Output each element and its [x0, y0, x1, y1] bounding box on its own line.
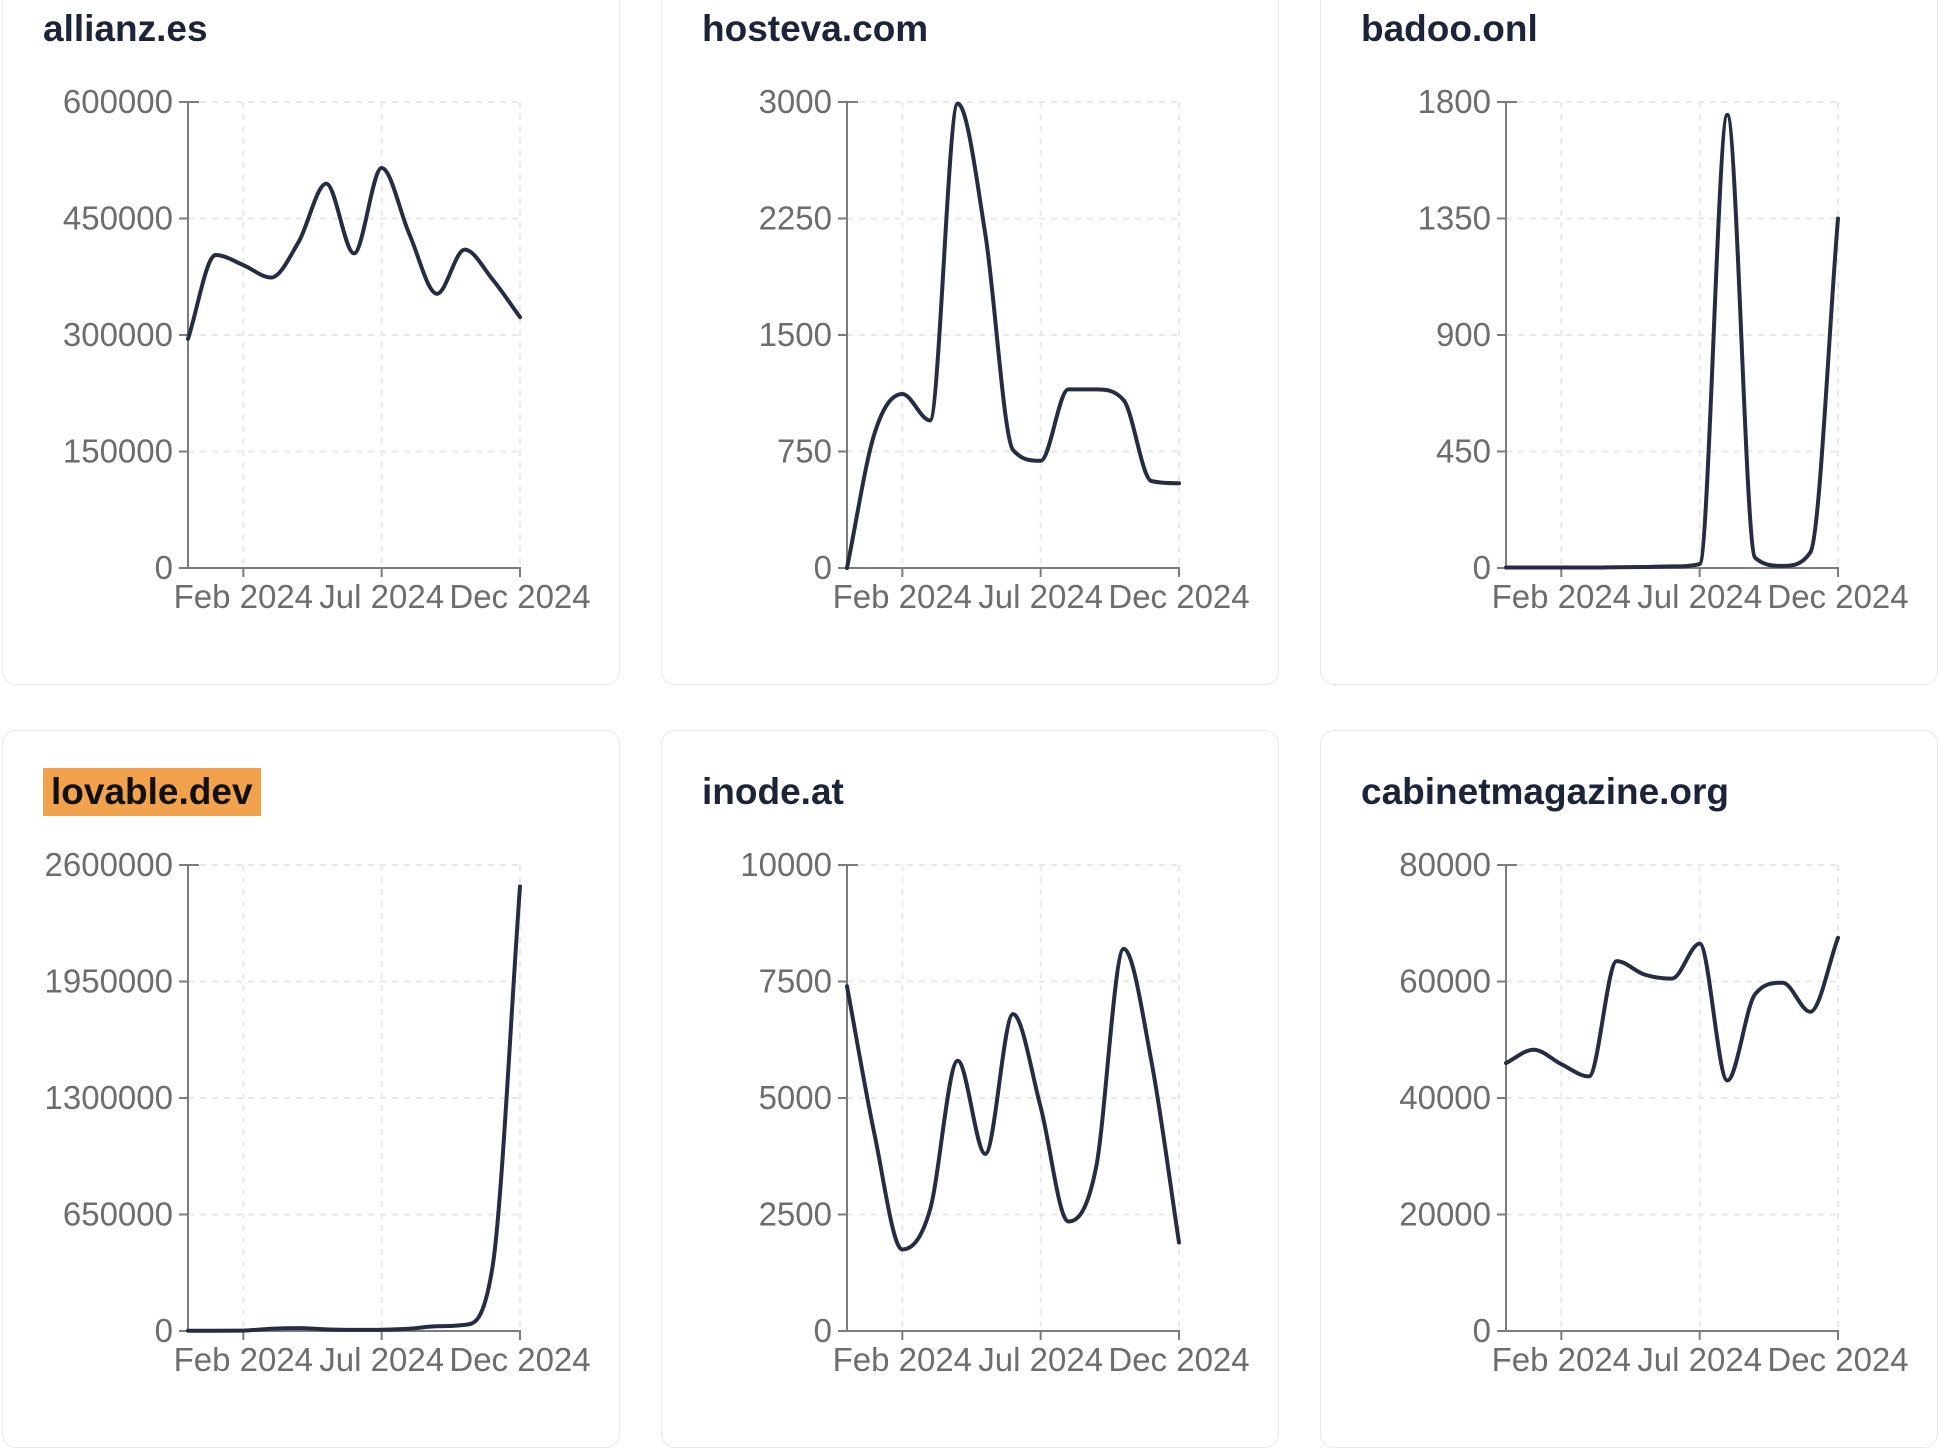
- domain-card-hosteva[interactable]: hosteva.com 0 750 1500 2250 3000 Feb 2024 Jul …: [661, 0, 1279, 685]
- y-axis-tick-label: 3000: [759, 83, 832, 120]
- y-axis-tick-label: 80000: [1399, 846, 1491, 883]
- y-axis-tick-label: 650000: [63, 1196, 173, 1233]
- y-axis-tick-label: 2250: [759, 200, 832, 237]
- y-axis-tick-label: 600000: [63, 83, 173, 120]
- y-axis-tick-label: 450000: [63, 200, 173, 237]
- y-axis-tick-label: 0: [1473, 549, 1491, 586]
- x-axis-tick-label: Dec 2024: [449, 578, 590, 615]
- x-axis-tick-label: Dec 2024: [449, 1341, 590, 1378]
- y-axis-tick-label: 0: [1473, 1312, 1491, 1349]
- domain-title-text: hosteva.com: [702, 8, 929, 49]
- y-axis-tick-label: 150000: [63, 433, 173, 470]
- x-axis-tick-label: Feb 2024: [174, 578, 313, 615]
- domain-title-text: badoo.onl: [1361, 8, 1538, 49]
- y-axis-tick-label: 1350: [1418, 200, 1491, 237]
- x-axis-tick-label: Dec 2024: [1767, 1341, 1908, 1378]
- domain-title: allianz.es: [43, 8, 208, 51]
- y-axis-tick-label: 450: [1436, 433, 1491, 470]
- x-axis-tick-label: Feb 2024: [1492, 578, 1631, 615]
- y-axis-tick-label: 0: [155, 1312, 173, 1349]
- domain-title: lovable.dev: [43, 768, 261, 816]
- x-axis-tick-label: Jul 2024: [978, 1341, 1103, 1378]
- domain-card-cabinetmagazine[interactable]: cabinetmagazine.org 0 20000 40000 60000 8000…: [1320, 730, 1938, 1448]
- y-axis-tick-label: 1950000: [45, 963, 173, 1000]
- y-axis-tick-label: 7500: [759, 963, 832, 1000]
- y-axis-tick-label: 1500: [759, 316, 832, 353]
- trend-line: [1504, 112, 1840, 570]
- x-axis-tick-label: Feb 2024: [833, 578, 972, 615]
- line-chart-hosteva: 0 750 1500 2250 3000 Feb 2024 Jul 2024 Dec 2024: [759, 83, 1250, 615]
- domain-title-text-highlighted: lovable.dev: [43, 768, 261, 816]
- y-axis-tick-label: 1300000: [45, 1079, 173, 1116]
- domain-card-allianz[interactable]: allianz.es 0 150000 300000 450000 600000 Feb …: [2, 0, 620, 685]
- domain-title: cabinetmagazine.org: [1361, 771, 1729, 814]
- domain-card-badoo[interactable]: badoo.onl 0 450 900 1350 1800 Feb 2024 Jul 202…: [1320, 0, 1938, 685]
- y-axis-tick-label: 5000: [759, 1079, 832, 1116]
- x-axis-tick-label: Jul 2024: [319, 578, 444, 615]
- domain-title-text: cabinetmagazine.org: [1361, 771, 1730, 812]
- x-axis-tick-label: Jul 2024: [978, 578, 1103, 615]
- y-axis-tick-label: 0: [814, 549, 832, 586]
- y-axis-tick-label: 2600000: [45, 846, 173, 883]
- x-axis-tick-label: Jul 2024: [1637, 1341, 1762, 1378]
- y-axis-tick-label: 0: [155, 549, 173, 586]
- x-axis-tick-label: Feb 2024: [1492, 1341, 1631, 1378]
- y-axis-tick-label: 20000: [1399, 1196, 1491, 1233]
- x-axis-tick-label: Dec 2024: [1767, 578, 1908, 615]
- y-axis-tick-label: 10000: [740, 846, 832, 883]
- domain-title-text: allianz.es: [43, 8, 208, 49]
- y-axis-tick-label: 0: [814, 1312, 832, 1349]
- trend-line: [845, 101, 1181, 570]
- y-axis-tick-label: 900: [1436, 316, 1491, 353]
- domain-title: badoo.onl: [1361, 8, 1538, 51]
- domain-title: inode.at: [702, 771, 844, 814]
- line-chart-badoo: 0 450 900 1350 1800 Feb 2024 Jul 2024 Dec 2024: [1418, 83, 1909, 615]
- y-axis-tick-label: 2500: [759, 1196, 832, 1233]
- x-axis-tick-label: Dec 2024: [1108, 578, 1249, 615]
- y-axis-tick-label: 300000: [63, 316, 173, 353]
- line-chart-cabinetmagazine: 0 20000 40000 60000 80000 Feb 2024 Jul 2024 Dec…: [1399, 846, 1908, 1378]
- x-axis-tick-label: Jul 2024: [319, 1341, 444, 1378]
- x-axis-tick-label: Dec 2024: [1108, 1341, 1249, 1378]
- line-chart-allianz: 0 150000 300000 450000 600000 Feb 2024 Jul 202…: [63, 83, 591, 615]
- trend-line: [186, 166, 522, 341]
- trend-line: [845, 946, 1181, 1252]
- y-axis-tick-label: 750: [777, 433, 832, 470]
- x-axis-tick-label: Feb 2024: [833, 1341, 972, 1378]
- trend-line: [186, 884, 522, 1333]
- y-axis-tick-label: 40000: [1399, 1079, 1491, 1116]
- line-chart-inode: 0 2500 5000 7500 10000 Feb 2024 Jul 2024 Dec 20…: [740, 846, 1249, 1378]
- line-chart-lovable: 0 650000 1300000 1950000 2600000 Feb 2024 Jul …: [45, 846, 591, 1378]
- domain-card-inode[interactable]: inode.at 0 2500 5000 7500 10000 Feb 2024 Jul 2…: [661, 730, 1279, 1448]
- x-axis-tick-label: Jul 2024: [1637, 578, 1762, 615]
- trend-line: [1504, 935, 1840, 1083]
- x-axis-tick-label: Feb 2024: [174, 1341, 313, 1378]
- y-axis-tick-label: 1800: [1418, 83, 1491, 120]
- y-axis-tick-label: 60000: [1399, 963, 1491, 1000]
- domain-title-text: inode.at: [702, 771, 844, 812]
- domain-card-lovable[interactable]: lovable.dev 0 650000 1300000 1950000 2600000…: [2, 730, 620, 1448]
- domain-title: hosteva.com: [702, 8, 928, 51]
